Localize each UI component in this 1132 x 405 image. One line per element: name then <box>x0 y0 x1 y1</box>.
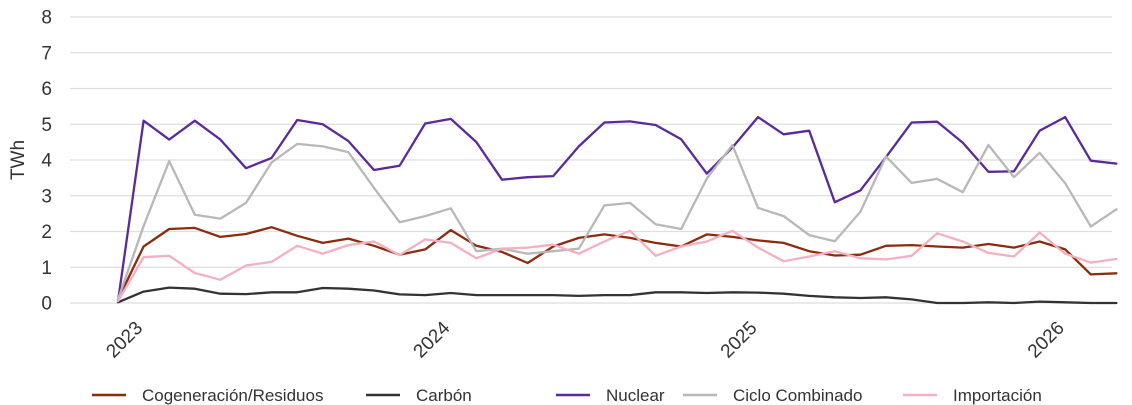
y-tick-label: 8 <box>41 8 52 29</box>
y-axis-title: TWh <box>8 140 29 180</box>
x-tick-label: 2023 <box>102 318 147 363</box>
y-tick-label: 7 <box>41 43 52 64</box>
x-axis-ticks: 2023 2024 2025 2026 <box>102 317 1068 362</box>
series-lines <box>116 115 1118 305</box>
y-tick-label: 4 <box>41 151 52 172</box>
series-line <box>116 229 1118 303</box>
legend-label: Carbón <box>416 386 472 405</box>
legend-label: Nuclear <box>606 386 665 405</box>
legend-label: Importación <box>953 386 1042 405</box>
series-line <box>116 142 1118 301</box>
y-tick-label: 5 <box>41 115 52 136</box>
legend-label: Ciclo Combinado <box>733 386 862 405</box>
y-tick-label: 1 <box>41 258 52 279</box>
y-tick-label: 3 <box>41 186 52 207</box>
series-line <box>116 115 1118 303</box>
legend: Cogeneración/Residuos Carbón Nuclear Ciclo … <box>92 386 1042 405</box>
legend-label: Cogeneración/Residuos <box>142 386 323 405</box>
y-tick-label: 0 <box>41 294 52 315</box>
y-axis-ticks: 0 1 2 3 4 5 6 7 8 <box>41 8 52 315</box>
grid-lines <box>70 16 1112 304</box>
x-tick-label: 2026 <box>1024 318 1069 363</box>
y-tick-label: 6 <box>41 79 52 100</box>
series-line <box>116 286 1118 305</box>
y-tick-label: 2 <box>41 222 52 243</box>
x-tick-label: 2025 <box>717 318 762 363</box>
x-tick-label: 2024 <box>410 317 455 362</box>
